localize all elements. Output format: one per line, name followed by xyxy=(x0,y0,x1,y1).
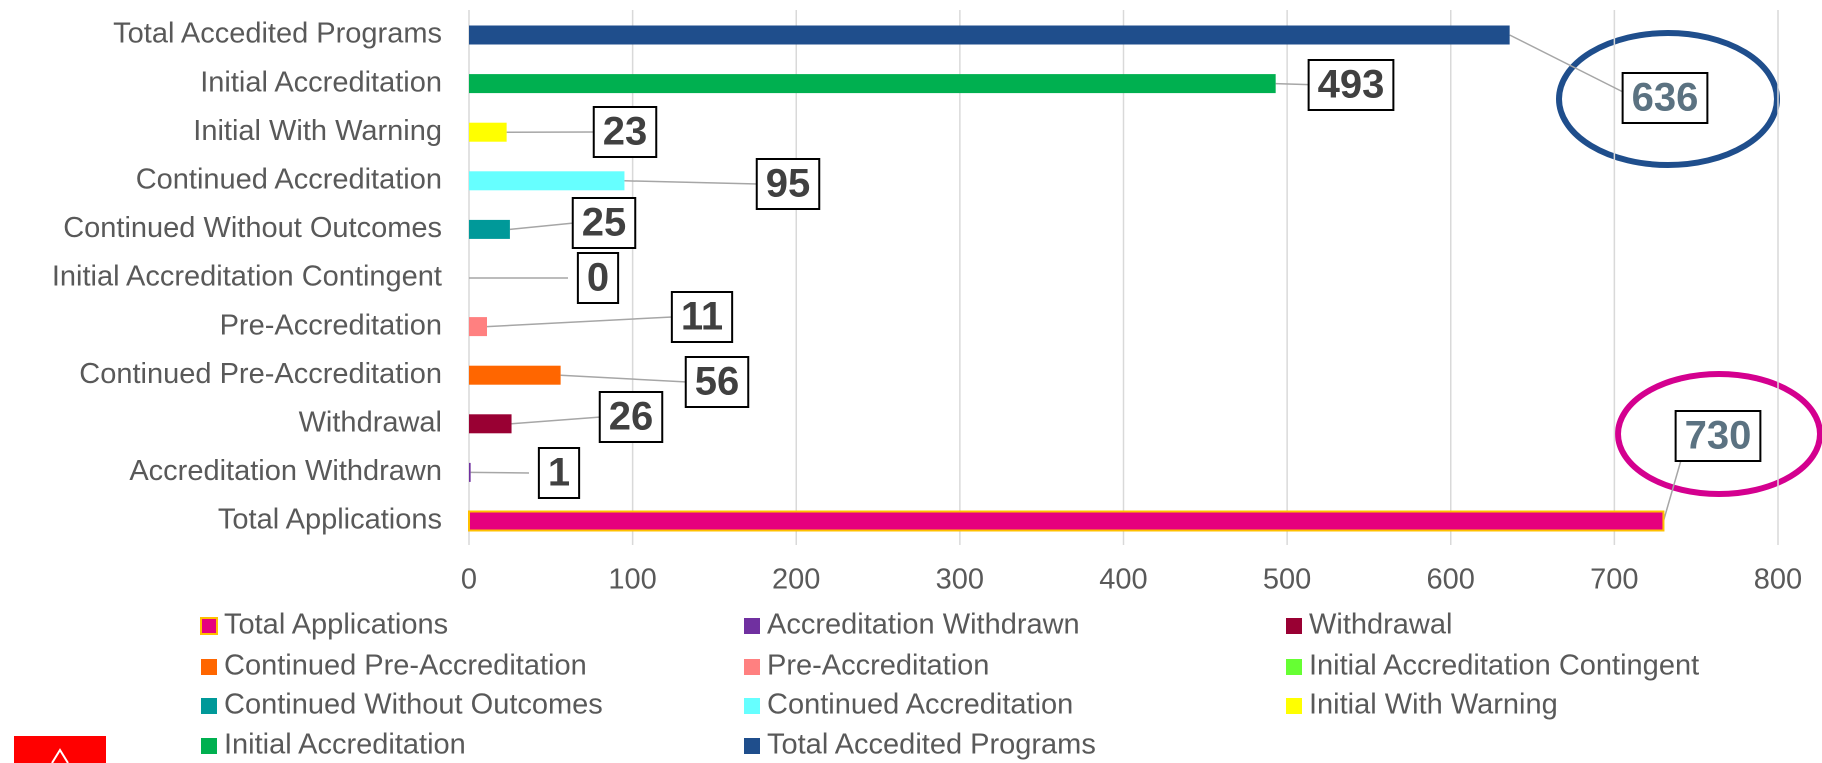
data-label: 493 xyxy=(1318,63,1385,107)
data-label: 636 xyxy=(1632,76,1699,120)
x-tick-label: 300 xyxy=(936,564,984,596)
data-label: 1 xyxy=(548,451,570,495)
data-label: 56 xyxy=(695,360,740,404)
category-label: Initial Accreditation Contingent xyxy=(52,261,442,293)
highlight-circle xyxy=(1556,30,1780,168)
category-label: Accreditation Withdrawn xyxy=(129,455,442,487)
legend-label: Continued Without Outcomes xyxy=(224,689,603,721)
bar xyxy=(469,317,487,337)
bar xyxy=(469,365,561,385)
x-tick-label: 400 xyxy=(1099,564,1147,596)
category-label: Continued Accreditation xyxy=(136,163,442,195)
data-label-box xyxy=(1674,410,1762,462)
bar xyxy=(469,171,625,191)
bar xyxy=(469,414,512,434)
x-tick-label: 100 xyxy=(608,564,656,596)
bar xyxy=(469,122,507,142)
leader-line xyxy=(1509,34,1636,99)
legend-label: Pre-Accreditation xyxy=(767,650,989,682)
leader-line xyxy=(624,180,759,185)
x-tick-label: 500 xyxy=(1263,564,1311,596)
data-label-box xyxy=(598,391,664,443)
category-label: Initial With Warning xyxy=(193,115,442,147)
data-label-box xyxy=(576,252,620,304)
leader-line xyxy=(511,416,602,425)
leader-line xyxy=(486,316,673,328)
legend-label: Continued Accreditation xyxy=(767,689,1073,721)
bar xyxy=(469,25,1510,45)
legend-swatch xyxy=(201,659,217,675)
legend-label: Initial With Warning xyxy=(1309,689,1558,721)
data-label: 11 xyxy=(681,295,723,339)
legend-label: Accreditation Withdrawn xyxy=(767,609,1080,641)
x-tick-label: 0 xyxy=(461,564,477,596)
category-label: Continued Pre-Accreditation xyxy=(79,358,442,390)
legend-label: Withdrawal xyxy=(1309,609,1452,641)
data-label-box xyxy=(684,356,750,408)
data-label: 0 xyxy=(587,256,609,300)
leader-line xyxy=(509,222,575,231)
legend-swatch xyxy=(1286,659,1302,675)
legend-label: Initial Accreditation xyxy=(224,729,466,761)
data-label: 25 xyxy=(582,201,627,245)
data-label-box xyxy=(755,158,821,210)
leader-line xyxy=(560,374,688,383)
legend-swatch xyxy=(201,698,217,714)
data-label-box xyxy=(592,106,658,158)
category-label: Pre-Accreditation xyxy=(220,309,442,341)
highlight-circle xyxy=(1615,371,1822,497)
legend-label: Continued Pre-Accreditation xyxy=(224,650,587,682)
data-label-box xyxy=(537,447,581,499)
icon-glyph xyxy=(51,748,69,763)
bar xyxy=(469,219,510,239)
bar xyxy=(469,74,1276,94)
bar xyxy=(469,462,471,482)
legend-swatch xyxy=(744,698,760,714)
x-tick-label: 600 xyxy=(1427,564,1475,596)
category-label: Initial Accreditation xyxy=(200,66,442,98)
data-label-box xyxy=(1307,59,1395,111)
bar xyxy=(468,510,1665,532)
x-tick-label: 200 xyxy=(772,564,820,596)
legend-swatch xyxy=(744,738,760,754)
data-label-box xyxy=(571,197,637,249)
category-label: Total Accedited Programs xyxy=(113,18,442,50)
leader-line xyxy=(470,471,530,474)
legend-swatch xyxy=(1286,618,1302,634)
data-label: 23 xyxy=(603,110,648,154)
data-label-box xyxy=(670,291,734,343)
legend-label: Total Accedited Programs xyxy=(767,729,1096,761)
legend-swatch xyxy=(744,659,760,675)
category-label: Total Applications xyxy=(218,504,442,536)
legend-label: Initial Accreditation Contingent xyxy=(1309,650,1699,682)
category-label: Continued Without Outcomes xyxy=(63,212,442,244)
category-label: Withdrawal xyxy=(299,406,442,438)
data-label: 95 xyxy=(766,162,811,206)
legend-swatch xyxy=(744,618,760,634)
data-label: 26 xyxy=(609,395,654,439)
legend-swatch xyxy=(201,738,217,754)
legend-swatch xyxy=(1286,698,1302,714)
legend-swatch xyxy=(200,617,218,635)
x-tick-label: 700 xyxy=(1590,564,1638,596)
legend-label: Total Applications xyxy=(224,609,448,641)
x-tick-label: 800 xyxy=(1754,564,1802,596)
data-label-box xyxy=(1621,72,1709,124)
data-label: 730 xyxy=(1685,414,1752,458)
